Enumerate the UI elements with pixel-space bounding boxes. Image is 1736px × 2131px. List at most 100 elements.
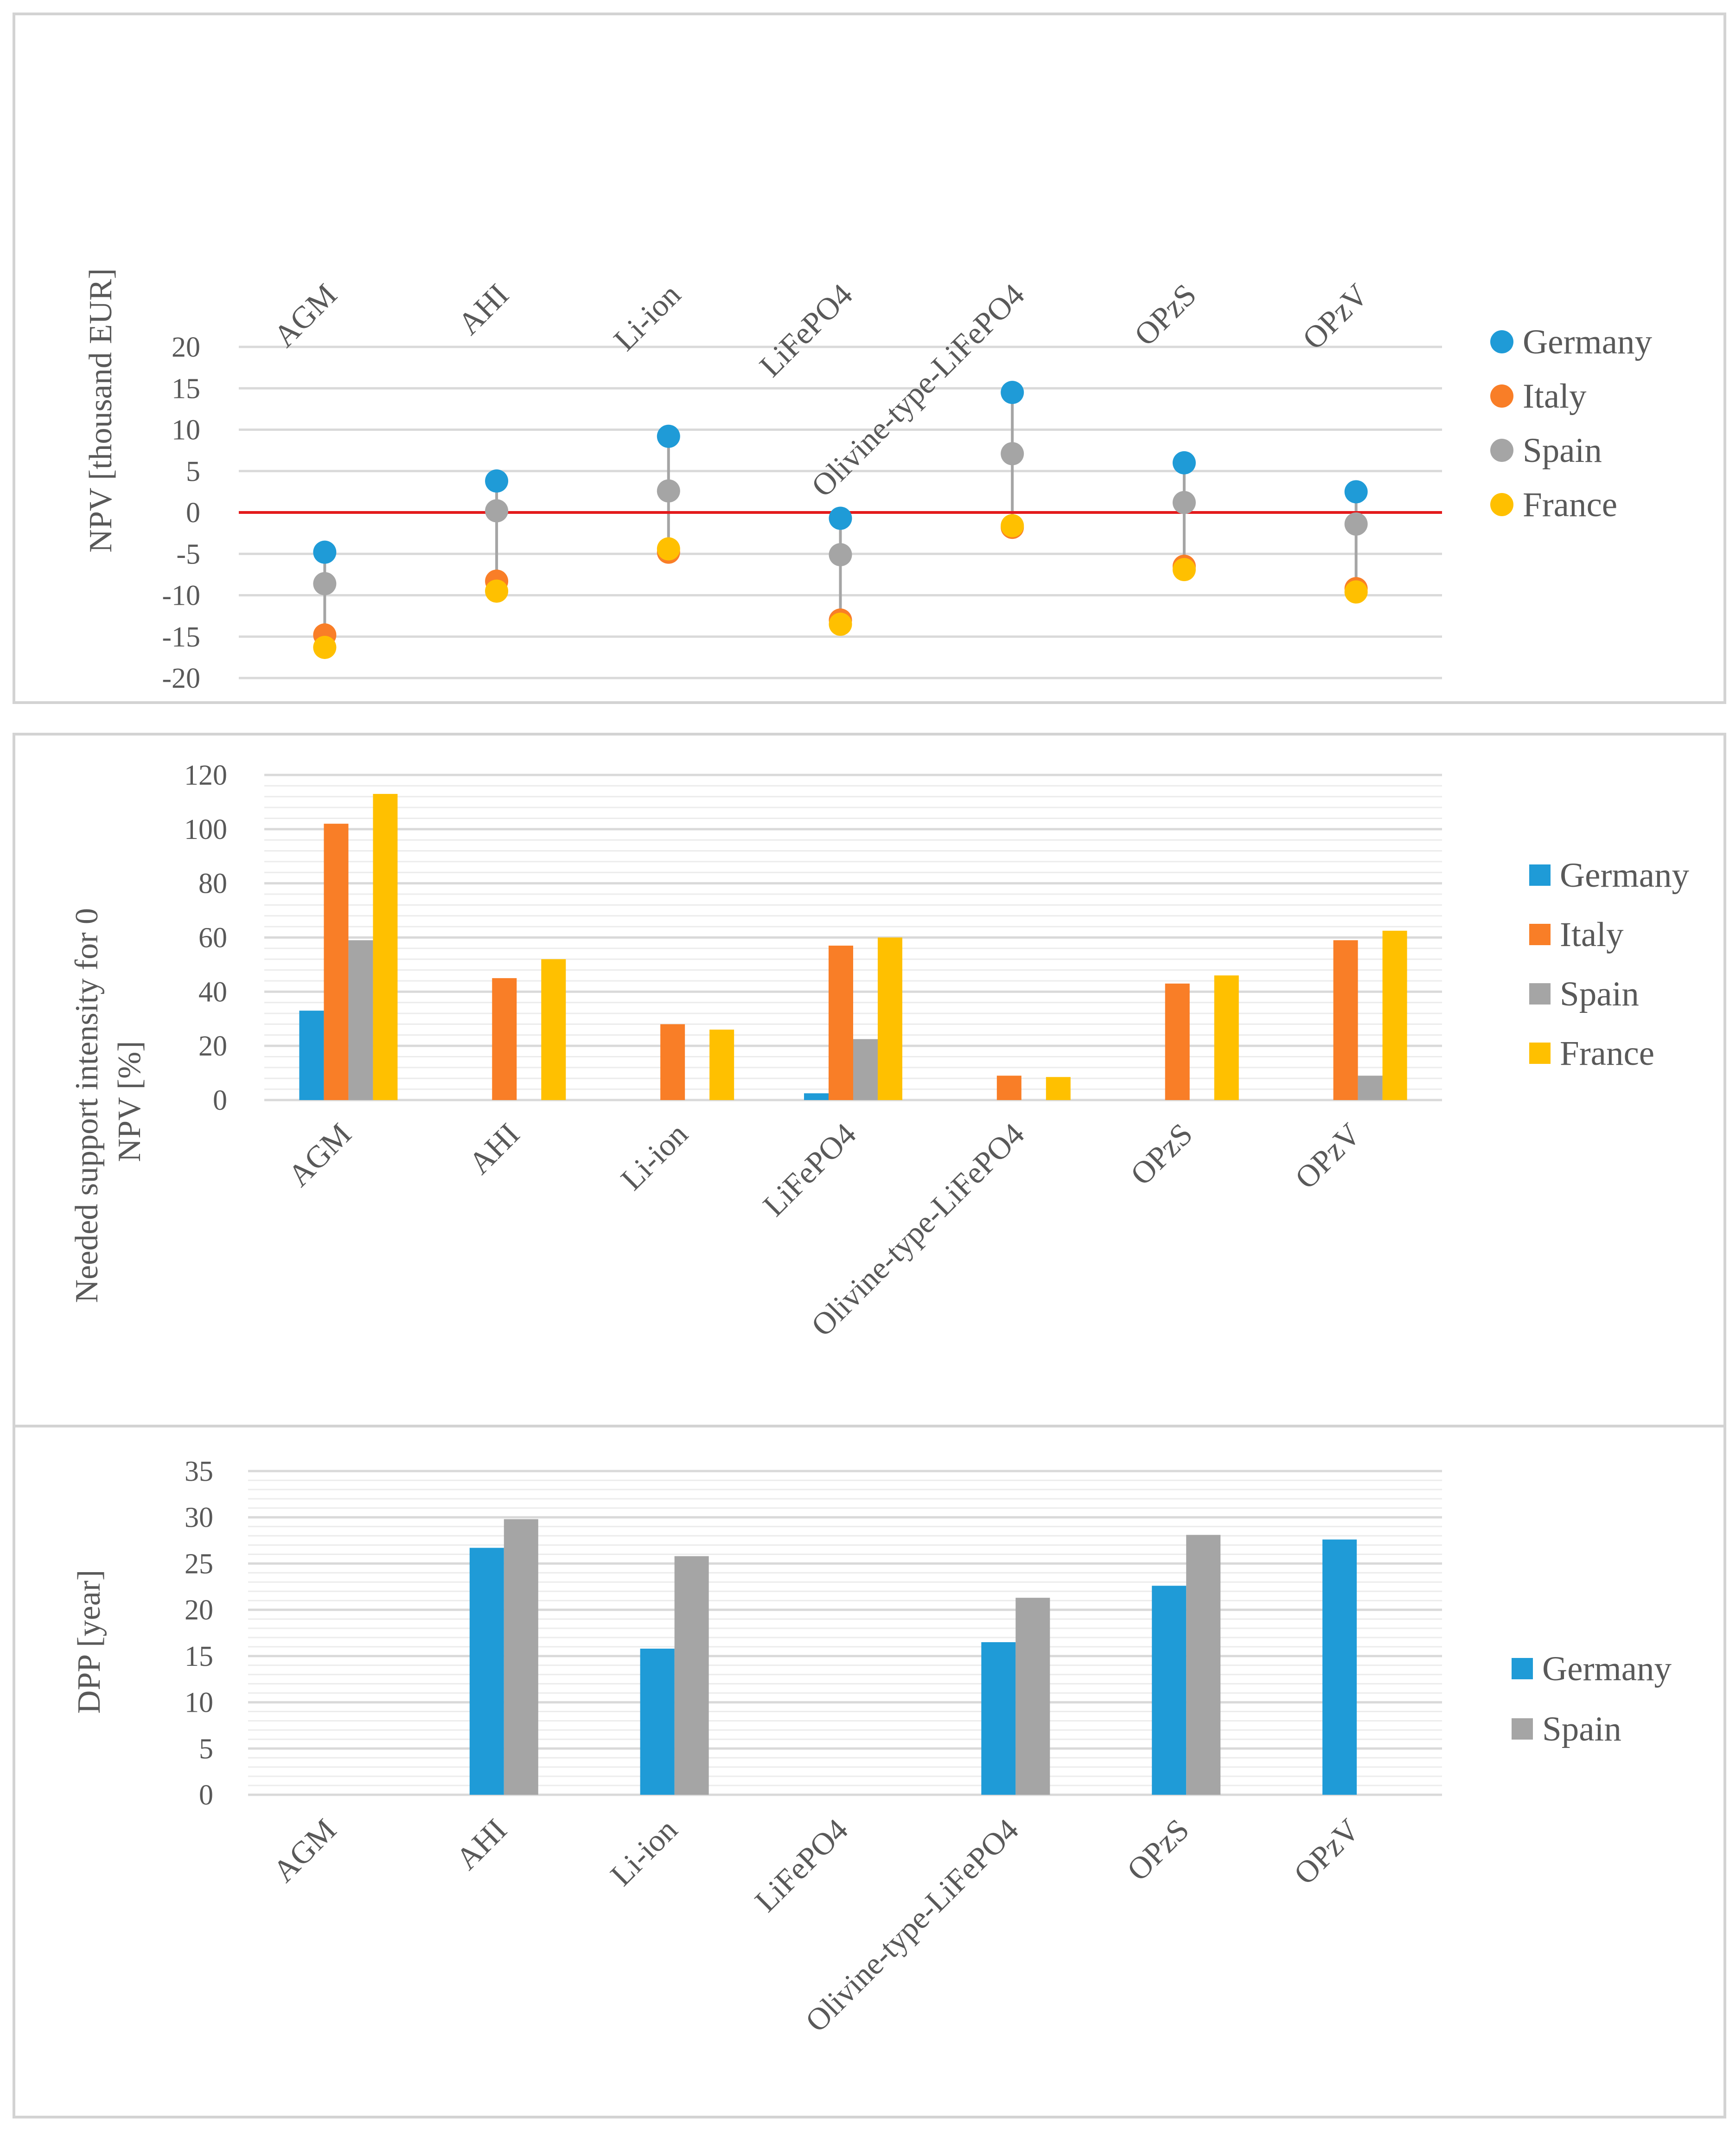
legend-label-germany: Germany [1560, 856, 1690, 895]
legend-label-germany: Germany [1542, 1650, 1672, 1688]
marker-spain-li-ion [657, 479, 680, 503]
npv-y-ticks: -20 -15 -10 -5 0 5 10 15 20 [162, 332, 200, 694]
marker-france-li-ion [657, 537, 680, 561]
bar-france-olivine-type-lifepo4 [1046, 1077, 1071, 1100]
bar-italy-lifepo4 [829, 946, 853, 1100]
dpp-y-ticks: 0 5 10 15 20 25 30 35 [185, 1456, 213, 1811]
legend-label-italy: Italy [1560, 915, 1624, 954]
bar-spain-agm [348, 940, 373, 1100]
y-tick-label: 10 [172, 415, 200, 446]
npv-y-axis-label: NPV [thousand EUR] [83, 268, 119, 552]
support-y-axis-label-line-2: NPV [%] [112, 1041, 147, 1162]
y-tick-label: 15 [185, 1641, 213, 1672]
legend-marker-italy [1490, 384, 1513, 408]
y-tick-label: -10 [162, 580, 200, 612]
y-tick-label: -5 [176, 538, 200, 570]
bar-germany-li-ion [640, 1648, 675, 1795]
marker-germany-olivine-type-lifepo4 [1001, 381, 1024, 404]
y-tick-label: 15 [172, 373, 200, 404]
marker-spain-opzs [1172, 491, 1196, 514]
legend-label-france: France [1523, 486, 1617, 524]
bar-france-ahi [541, 959, 566, 1100]
y-tick-label: 30 [185, 1502, 213, 1534]
bar-spain-ahi [504, 1519, 538, 1795]
y-tick-label: 100 [184, 814, 227, 845]
bar-italy-opzv [1333, 940, 1358, 1100]
y-tick-label: 0 [213, 1085, 227, 1116]
marker-france-agm [313, 635, 337, 659]
npv-legend: Germany Italy Spain France [1490, 323, 1653, 524]
y-tick-label: 60 [198, 922, 227, 954]
dpp-gridlines [248, 1470, 1442, 1796]
marker-spain-lifepo4 [829, 543, 852, 567]
bar-italy-li-ion [660, 1024, 685, 1100]
support-y-ticks: 0 20 40 60 80 100 120 [184, 760, 227, 1116]
bar-france-opzs [1214, 975, 1239, 1100]
y-tick-label: 20 [198, 1030, 227, 1062]
legend-swatch-germany [1512, 1658, 1533, 1679]
y-tick-label: -15 [162, 621, 200, 653]
bar-germany-ahi [469, 1548, 504, 1795]
marker-germany-agm [313, 540, 337, 564]
legend-label-spain: Spain [1523, 431, 1602, 470]
legend-label-france: France [1560, 1034, 1654, 1073]
y-tick-label: 20 [185, 1594, 213, 1626]
legend-swatch-france [1529, 1043, 1551, 1064]
y-tick-label: 5 [199, 1733, 213, 1765]
marker-spain-agm [313, 572, 337, 595]
bar-italy-agm [324, 824, 349, 1100]
y-tick-label: 20 [172, 332, 200, 363]
y-tick-label: -20 [162, 663, 200, 694]
y-tick-label: 120 [184, 760, 227, 791]
bar-spain-lifepo4 [853, 1039, 878, 1100]
marker-france-lifepo4 [829, 612, 852, 636]
y-tick-label: 0 [199, 1779, 213, 1811]
support-bars [299, 794, 1407, 1100]
support-legend: Germany Italy Spain France [1529, 856, 1690, 1073]
bar-france-opzv [1382, 930, 1407, 1100]
bar-france-agm [373, 794, 398, 1100]
legend-swatch-spain [1529, 983, 1551, 1005]
bar-germany-opzs [1152, 1586, 1187, 1795]
bar-germany-opzv [1322, 1539, 1357, 1795]
dpp-legend: Germany Spain [1512, 1650, 1672, 1748]
marker-spain-ahi [485, 499, 509, 523]
marker-france-opzv [1344, 580, 1368, 604]
y-tick-label: 35 [185, 1456, 213, 1487]
marker-germany-opzv [1344, 480, 1368, 504]
bar-spain-li-ion [674, 1556, 709, 1795]
dpp-chart-frame [13, 1425, 1726, 2118]
bar-germany-agm [299, 1011, 324, 1100]
bar-italy-olivine-type-lifepo4 [996, 1075, 1021, 1100]
legend-marker-spain [1490, 439, 1513, 462]
marker-germany-li-ion [657, 424, 680, 448]
bar-spain-olivine-type-lifepo4 [1015, 1598, 1050, 1795]
legend-label-spain: Spain [1560, 975, 1639, 1013]
npv-chart-frame [13, 13, 1726, 704]
legend-label-spain: Spain [1542, 1710, 1621, 1748]
y-tick-label: 80 [198, 868, 227, 900]
support-y-axis-label-line-1: Needed support intensity for 0 [69, 908, 105, 1303]
bar-germany-olivine-type-lifepo4 [981, 1642, 1016, 1795]
bar-italy-opzs [1165, 983, 1190, 1100]
npv-markers [313, 381, 1368, 659]
bar-france-lifepo4 [878, 937, 902, 1100]
y-tick-label: 40 [198, 976, 227, 1008]
marker-spain-olivine-type-lifepo4 [1001, 442, 1024, 466]
marker-germany-opzs [1172, 451, 1196, 474]
bar-spain-opzs [1186, 1535, 1221, 1795]
legend-swatch-spain [1512, 1718, 1533, 1740]
marker-france-opzs [1172, 558, 1196, 582]
legend-label-italy: Italy [1523, 377, 1587, 416]
legend-marker-germany [1490, 330, 1513, 353]
marker-france-ahi [485, 579, 509, 603]
legend-marker-france [1490, 493, 1513, 516]
dpp-y-axis-label: DPP [year] [71, 1570, 107, 1714]
bar-germany-lifepo4 [804, 1093, 829, 1100]
support-y-axis-label: Needed support intensity for 0 NPV [%] [69, 900, 147, 1303]
marker-france-olivine-type-lifepo4 [1001, 514, 1024, 538]
